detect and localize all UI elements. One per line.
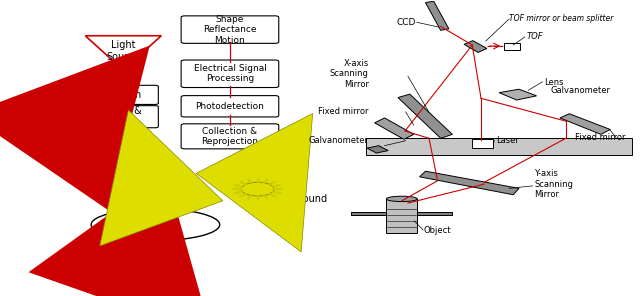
FancyBboxPatch shape [181,60,279,88]
Polygon shape [560,114,610,134]
Text: Light
Source: Light Source [107,40,140,62]
Text: Fixed mirror: Fixed mirror [318,107,369,116]
Text: Photodetection: Photodetection [196,102,265,111]
Text: Y-axis
Scanning
Mirror: Y-axis Scanning Mirror [534,169,573,199]
Text: Galvanometer: Galvanometer [550,86,610,95]
Polygon shape [426,1,449,30]
Text: Electrical Signal
Processing: Electrical Signal Processing [193,64,266,83]
Polygon shape [420,171,519,195]
FancyBboxPatch shape [181,96,279,117]
Ellipse shape [386,196,417,202]
FancyBboxPatch shape [181,124,279,149]
Polygon shape [398,94,453,138]
Polygon shape [375,118,414,139]
Text: X-axis
Scanning
Mirror: X-axis Scanning Mirror [330,59,369,89]
Text: Lens: Lens [544,78,564,87]
Text: Modulation: Modulation [87,90,142,100]
Circle shape [241,182,274,196]
FancyBboxPatch shape [71,106,159,128]
Polygon shape [367,146,388,153]
Text: Scene: Scene [139,221,178,234]
Text: TOF mirror or beam splitter: TOF mirror or beam splitter [509,14,614,23]
Text: Object: Object [423,226,451,235]
Text: Laser: Laser [496,136,519,145]
Polygon shape [473,139,493,148]
Polygon shape [351,212,386,215]
Text: Shape
Reflectance
Motion: Shape Reflectance Motion [203,15,257,44]
Polygon shape [366,138,632,155]
Polygon shape [504,43,519,50]
Text: Background: Background [270,194,327,204]
Polygon shape [417,212,453,215]
FancyBboxPatch shape [71,85,159,104]
Text: CCD: CCD [396,18,415,27]
Text: Focusing &
Projection: Focusing & Projection [87,106,141,128]
FancyBboxPatch shape [181,16,279,43]
Text: Collection &
Reprojection: Collection & Reprojection [202,127,259,146]
Text: Galvanometer: Galvanometer [309,136,369,144]
Polygon shape [464,41,487,52]
Text: TOF: TOF [526,33,543,41]
Polygon shape [386,199,417,233]
Polygon shape [499,89,537,100]
Text: Fixed mirror: Fixed mirror [575,133,626,142]
